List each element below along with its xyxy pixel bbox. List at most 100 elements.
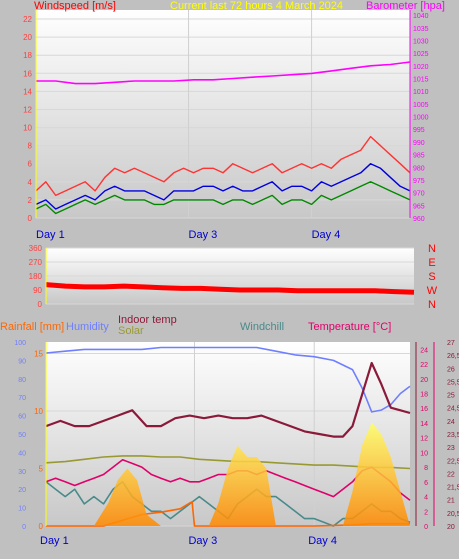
panel-3-humidity-tick: 50: [18, 432, 26, 439]
panel-3-temp-tick: 8: [424, 465, 428, 472]
panel-3-humidity-tick: 30: [18, 469, 26, 476]
panel-1-y-tick: 12: [23, 105, 32, 114]
legend-humidity: Humidity: [66, 321, 109, 333]
panel-3-humidity-tick: 20: [18, 487, 26, 494]
panel-1-series-line: [35, 181, 411, 215]
panel-3-day-label: Day 4: [308, 535, 337, 547]
panel-3-y-tick: 15: [34, 350, 43, 359]
panel-1-day-label: Day 4: [312, 229, 341, 241]
panel-3-humidity-tick: 70: [18, 395, 26, 402]
panel-1-y2-tick: 975: [413, 178, 425, 185]
panel-3-temp-tick: 18: [420, 392, 428, 399]
panel-3-indoor-tick: 22: [447, 471, 455, 478]
panel-3-indoor-ticks: 20 20,5 21 21,5 22 22,5 23 23,5 24 24,5 25 25,5 26 26…: [447, 340, 459, 531]
panel-2-y-tick: 0: [38, 300, 43, 309]
panel-3-day-labels: Day 1 Day 3 Day 4: [40, 535, 337, 547]
panel-3-series-line: [45, 361, 411, 438]
panel-1-y-tick: 14: [23, 87, 32, 96]
panel-3-indoor-tick: 27: [447, 340, 455, 347]
panel-1-y2-tick: 1030: [413, 38, 429, 45]
panel-1-day-label: Day 3: [189, 229, 218, 241]
panel-2-y-tick: 180: [29, 272, 43, 281]
panel-3-indoor-tick: 25,5: [447, 379, 459, 386]
panel-2-y-ticks: 0 90 180 270 360: [29, 244, 43, 309]
chart-title: Current last 72 hours 4 March 2024: [170, 0, 343, 12]
panel-3-indoor-tick: 23,5: [447, 432, 459, 439]
panel-1-series-line: [35, 162, 411, 210]
panel-1-y-ticks: 0 2 4 6 8 10 12 14 16 18 20 22: [23, 15, 32, 223]
panel-2-direction-label: W: [427, 285, 438, 297]
panel-3-humidity-tick: 40: [18, 450, 26, 457]
panel-3-indoor-tick: 20: [447, 524, 455, 531]
panel-1-plot: [36, 10, 410, 218]
panel-1-y2-tick: 1000: [413, 115, 429, 122]
legend-solar: Solar: [118, 325, 144, 337]
panel-3-solar-area: [46, 422, 410, 526]
panel-1-y2-tick: 1010: [413, 89, 429, 96]
panel-1-series-line: [35, 135, 411, 197]
panel-1-y-tick: 6: [28, 160, 33, 169]
panel-2-y-tick: 360: [29, 244, 43, 253]
panel-1-y-tick: 20: [23, 33, 32, 42]
panel-2-direction-label: E: [428, 257, 435, 269]
panel-3-day-label: Day 1: [40, 535, 69, 547]
panel-1-y2label: Barometer [hpa]: [366, 0, 445, 12]
panel-3-series-line: [45, 346, 411, 413]
panel-1-y-tick: 16: [23, 69, 32, 78]
panel-3-indoor-tick: 26: [447, 366, 455, 373]
panel-3-indoor-tick: 20,5: [447, 511, 459, 518]
panel-1-y-tick: 2: [28, 196, 33, 205]
panel-3-humidity-tick: 0: [22, 524, 26, 531]
panel-2-series: [45, 282, 415, 295]
panel-3-humidity-tick: 100: [14, 340, 26, 347]
panel-3-humidity-ticks: 0 10 20 30 40 50 60 70 80 90 100: [14, 340, 26, 531]
panel-2-series-line: [45, 282, 415, 295]
panel-3-y-ticks: 0 5 10 15: [34, 350, 43, 532]
panel-3-temp-tick: 2: [424, 509, 428, 516]
panel-1-y2-tick: 1035: [413, 26, 429, 33]
panel-2-y-tick: 270: [29, 258, 43, 267]
legend-indoor-temp: Indoor temp: [118, 314, 177, 326]
panel-3-y-tick: 10: [34, 407, 43, 416]
panel-3-legend: Rainfall [mm] Humidity Indoor temp Solar…: [0, 314, 391, 337]
panel-3-indoor-tick: 23: [447, 445, 455, 452]
legend-rainfall: Rainfall [mm]: [0, 321, 64, 333]
panel-3-temp-tick: 22: [420, 362, 428, 369]
panel-3-temp-tick: 20: [420, 377, 428, 384]
panel-1-y2-tick: 1005: [413, 102, 429, 109]
panel-3-temp-tick: 24: [420, 347, 428, 354]
panel-1-y2-tick: 1020: [413, 64, 429, 71]
panel-3-humidity-tick: 80: [18, 377, 26, 384]
panel-1-series-line: [36, 61, 411, 85]
panel-3-series: [45, 346, 411, 527]
panel-2-grid: [46, 247, 414, 305]
panel-3-temp-tick: 14: [420, 421, 428, 428]
panel-3-indoor-tick: 22,5: [447, 458, 459, 465]
panel-1-day-labels: Day 1 Day 3 Day 4: [36, 229, 340, 241]
panel-3-indoor-tick: 24,5: [447, 406, 459, 413]
legend-windchill: Windchill: [240, 321, 284, 333]
panel-2-y-tick: 90: [33, 286, 42, 295]
panel-2-direction-label: N: [428, 299, 436, 311]
panel-3-indoor-tick: 25: [447, 393, 455, 400]
panel-3-humidity-tick: 60: [18, 414, 26, 421]
panel-1-y2-ticks: 960 965 970 975 980 985 990 995 1000 1005 1010 1015…: [413, 13, 429, 223]
panel-1-y-tick: 0: [28, 214, 33, 223]
panel-3-temp-tick: 12: [420, 436, 428, 443]
panel-1-ylabel: Windspeed [m/s]: [34, 0, 116, 12]
panel-3-temp-tick: 6: [424, 480, 428, 487]
panel-1-day-label: Day 1: [36, 229, 65, 241]
panel-1-y2-tick: 970: [413, 191, 425, 198]
panel-3-temp-tick: 4: [424, 495, 428, 502]
panel-3-indoor-tick: 21,5: [447, 485, 459, 492]
panel-1-y-tick: 4: [28, 178, 33, 187]
panel-1-y2-tick: 1025: [413, 51, 429, 58]
panel-3-temp-tick: 0: [424, 524, 428, 531]
legend-temperature: Temperature [°C]: [308, 321, 391, 333]
panel-3-temp-tick: 16: [420, 406, 428, 413]
panel-1-y-tick: 10: [23, 124, 32, 133]
panel-2-direction-label: S: [428, 271, 435, 283]
